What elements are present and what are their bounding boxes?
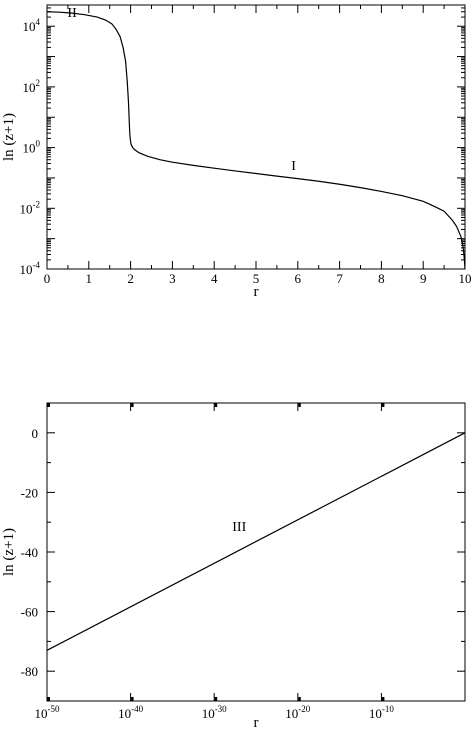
chart-top-y-axis-label: ln (z+1) — [1, 113, 17, 161]
chart-top-x-ticks: 0 1 2 3 4 5 6 7 8 9 10 — [44, 5, 472, 286]
x-tick-label: 10-40 — [118, 704, 143, 721]
y-tick-label: -40 — [21, 545, 38, 560]
x-tick-label: 10-50 — [35, 704, 60, 721]
chart-top-frame — [46, 4, 466, 270]
x-tick-label: 2 — [127, 271, 134, 286]
chart-bottom-frame — [46, 402, 466, 702]
x-tick-label: 3 — [169, 271, 176, 286]
x-tick-label: 4 — [211, 271, 218, 286]
x-tick-label: 0 — [44, 271, 51, 286]
y-tick-label: 100 — [23, 139, 41, 156]
chart-bottom-annotation-III: III — [232, 520, 246, 535]
chart-bottom-y-ticks: 0 -20 -40 -60 -80 — [21, 426, 465, 702]
y-tick-label: 10-2 — [20, 199, 41, 216]
chart-bottom-x-ticks: 10-50 10-40 10-30 10-20 10-10 — [35, 403, 394, 721]
chart-bottom-y-axis-label: ln (z+1) — [1, 528, 17, 576]
x-tick-label: 9 — [420, 271, 427, 286]
y-tick-label: -20 — [21, 485, 38, 500]
chart-top-y-ticks: 10-4 10-2 100 102 104 — [20, 4, 465, 277]
x-tick-label: 10 — [459, 271, 472, 286]
x-tick-label: 10-30 — [202, 704, 227, 721]
chart-top-series-line — [46, 11, 466, 270]
x-tick-label: 6 — [295, 271, 302, 286]
y-tick-label: 104 — [23, 17, 41, 34]
chart-top-x-axis-label: r — [254, 284, 259, 300]
y-tick-label: 0 — [32, 426, 39, 441]
x-tick-label: 10-10 — [369, 704, 394, 721]
x-tick-label: 5 — [253, 271, 260, 286]
y-tick-label: 10-4 — [20, 260, 41, 277]
x-tick-label: 7 — [336, 271, 343, 286]
chart-top-annotation-I: I — [291, 159, 296, 174]
x-tick-label: 1 — [86, 271, 93, 286]
chart-bottom: 10-50 10-40 10-30 10-20 10-10 0-20-40-60-80 … — [1, 402, 466, 731]
x-tick-label: 8 — [378, 271, 385, 286]
y-tick-label: 102 — [23, 78, 41, 95]
x-tick-label: 10-20 — [285, 704, 310, 721]
chart-bottom-x-axis-label: r — [254, 715, 259, 731]
chart-top-annotation-II: II — [67, 6, 77, 21]
chart-bottom-series-line — [46, 432, 466, 651]
y-tick-label: -80 — [21, 664, 38, 679]
y-tick-label: -60 — [21, 605, 38, 620]
chart-top: 0 1 2 3 4 5 6 7 8 9 10 10-4 10-2 100 102 104 II I r ln… — [1, 4, 472, 300]
